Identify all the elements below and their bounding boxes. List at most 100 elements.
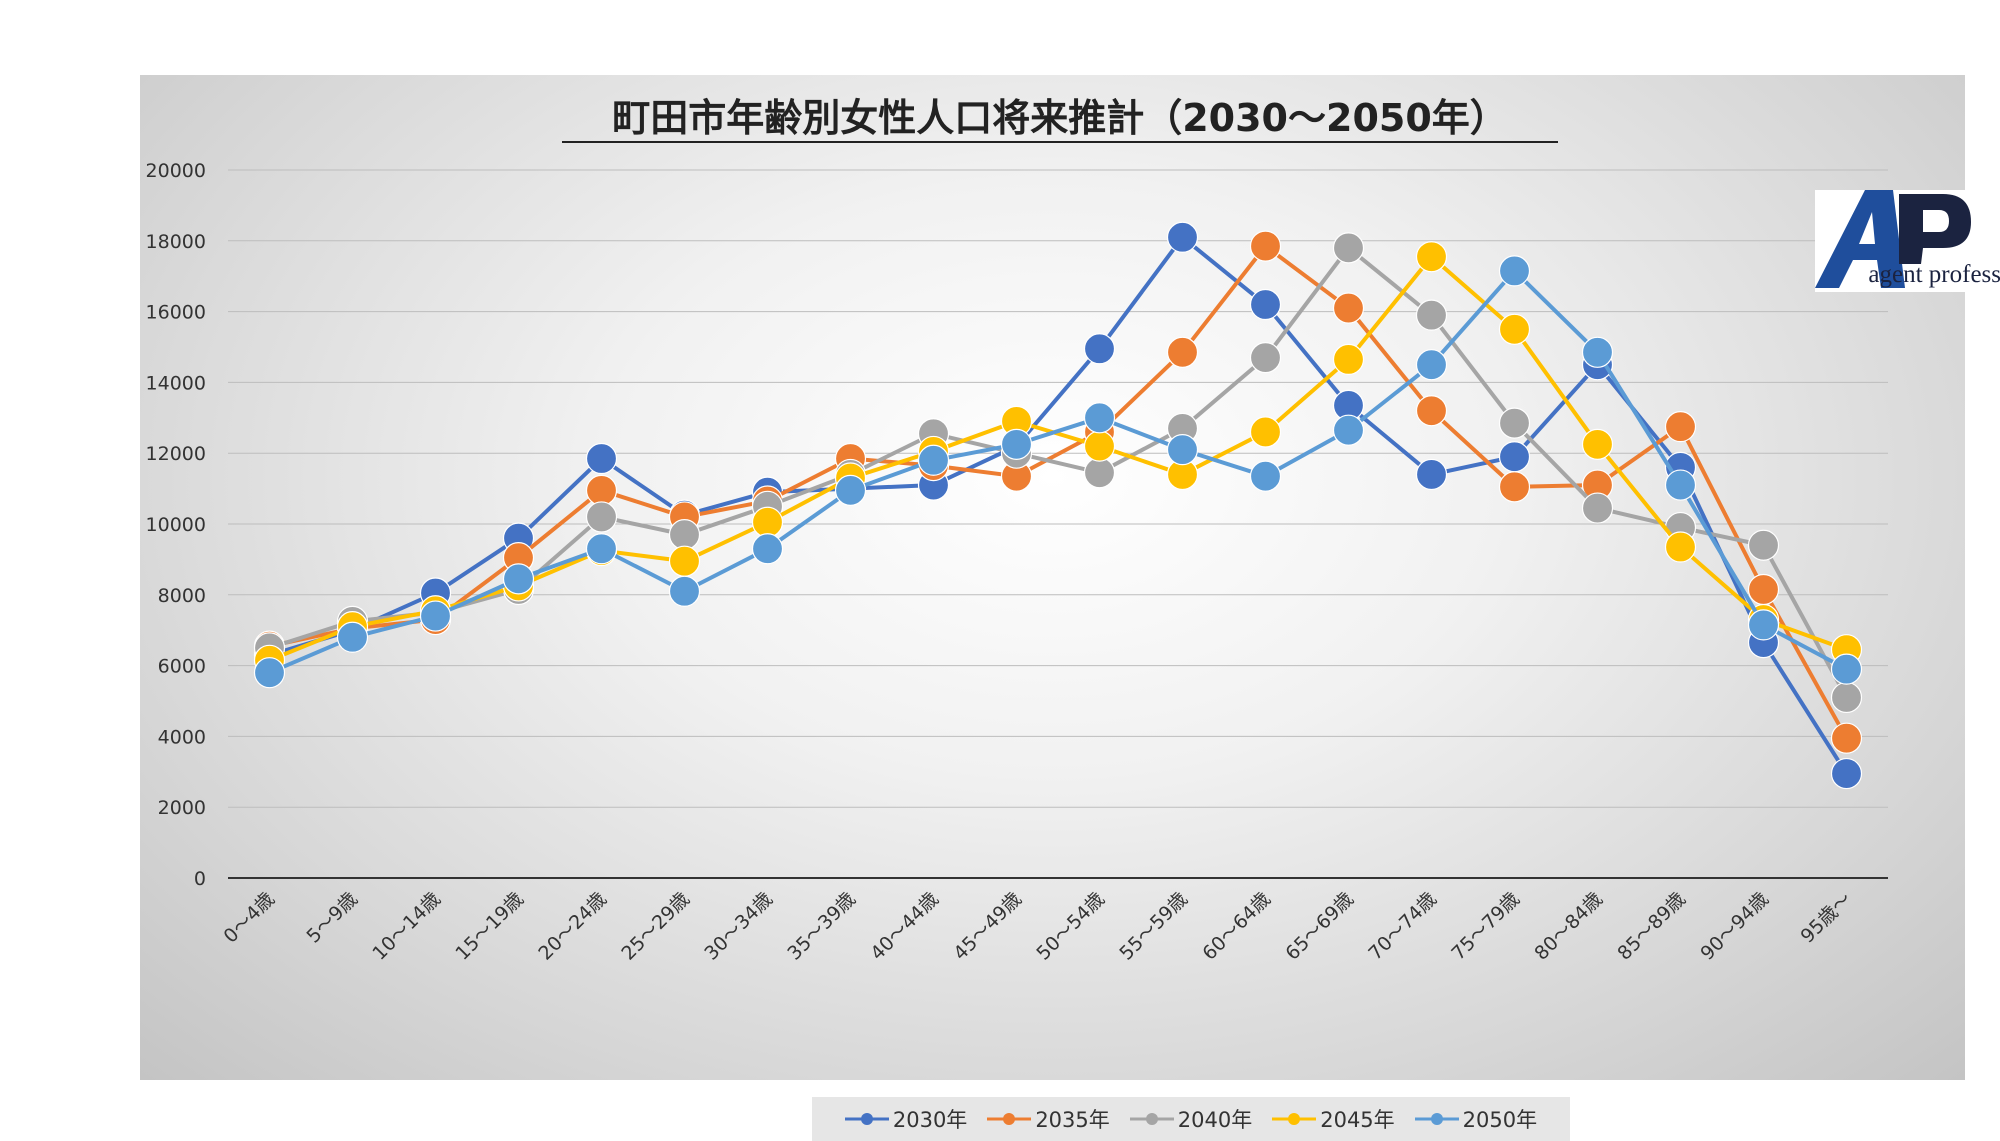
series-layer bbox=[253, 221, 1863, 790]
data-point[interactable] bbox=[1166, 221, 1199, 253]
legend-marker-icon bbox=[1272, 1113, 1317, 1125]
data-point[interactable] bbox=[1249, 230, 1282, 262]
data-point[interactable] bbox=[1498, 441, 1531, 473]
legend-marker-icon bbox=[1129, 1113, 1174, 1125]
y-tick-label: 14000 bbox=[146, 372, 206, 394]
legend-label: 2040年 bbox=[1177, 1108, 1253, 1132]
data-point[interactable] bbox=[1498, 471, 1531, 503]
data-point[interactable] bbox=[1830, 681, 1863, 714]
data-point[interactable] bbox=[751, 533, 784, 565]
legend-label: 2030年 bbox=[892, 1108, 968, 1132]
chart-title: 町田市年齢別女性人口将来推計（2030～2050年） bbox=[612, 96, 1508, 140]
data-point[interactable] bbox=[834, 474, 867, 506]
data-point[interactable] bbox=[1332, 343, 1365, 375]
data-point[interactable] bbox=[917, 444, 950, 476]
data-point[interactable] bbox=[585, 501, 618, 533]
y-tick-label: 10000 bbox=[146, 514, 206, 536]
data-point[interactable] bbox=[1747, 573, 1780, 606]
x-tick-label: 70～74歳 bbox=[1364, 888, 1441, 965]
y-tick-label: 2000 bbox=[158, 797, 206, 819]
x-tick-label: 45～49歳 bbox=[949, 888, 1026, 965]
x-tick-label: 20～24歳 bbox=[534, 888, 611, 965]
legend-label: 2045年 bbox=[1320, 1108, 1395, 1132]
data-point[interactable] bbox=[668, 545, 701, 577]
data-point[interactable] bbox=[1498, 313, 1531, 345]
x-tick-label: 25～29歳 bbox=[617, 888, 694, 965]
data-point[interactable] bbox=[419, 600, 452, 632]
data-point[interactable] bbox=[1332, 414, 1365, 446]
data-point[interactable] bbox=[585, 533, 618, 565]
data-point[interactable] bbox=[1249, 342, 1282, 374]
x-tick-label: 10～14歳 bbox=[368, 888, 445, 965]
data-point[interactable] bbox=[1166, 434, 1199, 466]
legend-item: 2030年 bbox=[844, 1104, 968, 1134]
legend-marker-icon bbox=[987, 1113, 1032, 1125]
data-point[interactable] bbox=[1581, 428, 1614, 460]
data-point[interactable] bbox=[1249, 416, 1282, 448]
series-2050年 bbox=[253, 255, 1863, 689]
data-point[interactable] bbox=[1415, 458, 1448, 491]
data-point[interactable] bbox=[1830, 757, 1863, 790]
data-point[interactable] bbox=[1415, 395, 1448, 427]
series-2035年 bbox=[253, 230, 1863, 754]
company-logo: agent professional bbox=[1815, 190, 2000, 292]
chart-frame: 町田市年齢別女性人口将来推計（2030～2050年） 0 2000 4000 6000… bbox=[140, 75, 2000, 1141]
data-point[interactable] bbox=[1830, 653, 1863, 685]
data-point[interactable] bbox=[1415, 241, 1448, 273]
data-point[interactable] bbox=[1581, 336, 1614, 368]
data-point[interactable] bbox=[1747, 529, 1780, 561]
data-point[interactable] bbox=[668, 575, 701, 607]
y-tick-label: 16000 bbox=[146, 302, 206, 324]
data-point[interactable] bbox=[1498, 255, 1531, 287]
legend-marker-icon bbox=[1414, 1113, 1459, 1125]
legend-item: 2035年 bbox=[987, 1104, 1110, 1134]
data-point[interactable] bbox=[1664, 469, 1697, 501]
x-tick-label: 5～9歳 bbox=[303, 888, 363, 948]
data-point[interactable] bbox=[1166, 336, 1199, 368]
data-point[interactable] bbox=[1415, 299, 1448, 331]
x-tick-label: 30～34歳 bbox=[700, 888, 777, 965]
data-point[interactable] bbox=[253, 657, 286, 689]
data-point[interactable] bbox=[1664, 531, 1697, 563]
legend-item: 2050年 bbox=[1414, 1104, 1538, 1134]
data-point[interactable] bbox=[668, 519, 701, 551]
x-tick-label: 60～64歳 bbox=[1198, 888, 1275, 965]
data-point[interactable] bbox=[1083, 430, 1116, 462]
x-tick-label: 40～44歳 bbox=[866, 888, 943, 965]
data-point[interactable] bbox=[585, 474, 618, 506]
data-point[interactable] bbox=[1249, 460, 1282, 492]
ap-logo-mark-icon bbox=[1815, 190, 1971, 288]
series-line bbox=[268, 234, 1849, 775]
y-tick-label: 12000 bbox=[146, 443, 206, 465]
y-tick-label: 8000 bbox=[158, 585, 206, 607]
data-point[interactable] bbox=[502, 563, 535, 595]
data-point[interactable] bbox=[1498, 407, 1531, 439]
series-2040年 bbox=[253, 232, 1863, 714]
data-point[interactable] bbox=[1332, 232, 1365, 264]
series-line bbox=[268, 267, 1848, 675]
data-point[interactable] bbox=[1581, 492, 1614, 524]
x-tick-label: 35～39歳 bbox=[783, 888, 860, 965]
y-tick-label: 18000 bbox=[146, 231, 206, 253]
x-tick-label: 55～59歳 bbox=[1115, 888, 1192, 965]
data-point[interactable] bbox=[751, 506, 784, 538]
data-point[interactable] bbox=[1083, 333, 1116, 365]
y-tick-label: 20000 bbox=[146, 160, 206, 182]
data-point[interactable] bbox=[1000, 428, 1033, 460]
data-point[interactable] bbox=[1664, 411, 1697, 443]
data-point[interactable] bbox=[585, 442, 618, 475]
legend-label: 2050年 bbox=[1462, 1108, 1538, 1132]
series-2030年 bbox=[253, 221, 1863, 790]
data-point[interactable] bbox=[1332, 292, 1365, 324]
data-point[interactable] bbox=[1830, 722, 1863, 754]
line-chart: 町田市年齢別女性人口将来推計（2030～2050年） 0 2000 4000 6000… bbox=[146, 96, 1888, 965]
legend-marker-icon bbox=[844, 1113, 889, 1125]
data-point[interactable] bbox=[1083, 457, 1116, 489]
legend-item: 2040年 bbox=[1129, 1104, 1253, 1134]
data-point[interactable] bbox=[336, 621, 369, 653]
x-tick-label: 85～89歳 bbox=[1613, 888, 1690, 965]
data-point[interactable] bbox=[1083, 402, 1116, 434]
data-point[interactable] bbox=[1415, 349, 1448, 381]
data-point[interactable] bbox=[1747, 609, 1780, 641]
data-point[interactable] bbox=[1249, 288, 1282, 321]
